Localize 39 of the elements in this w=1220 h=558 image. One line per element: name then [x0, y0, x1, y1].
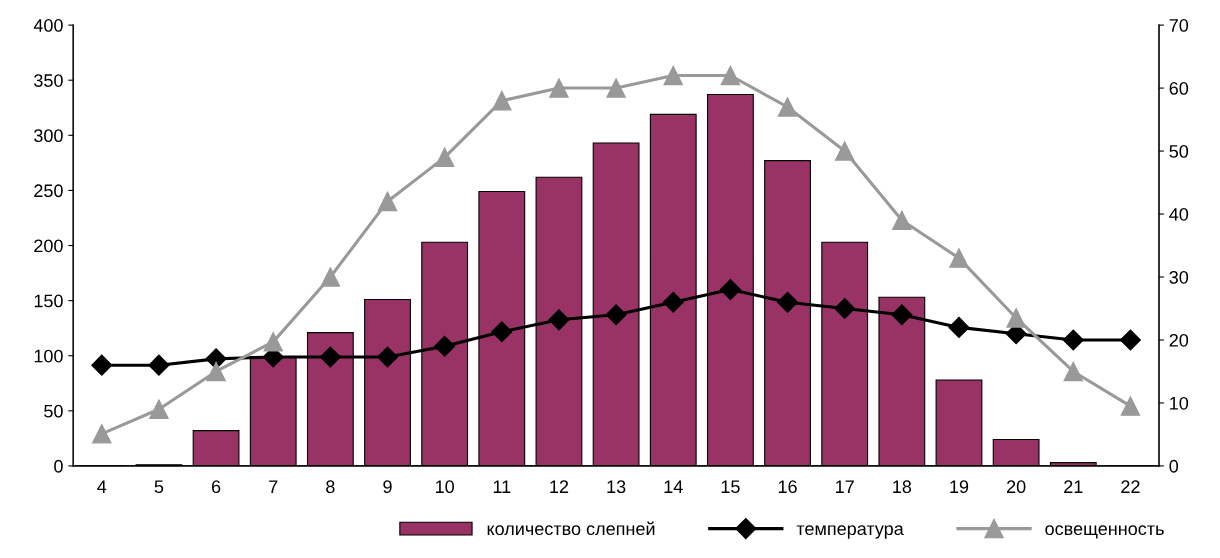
y2-tick-label: 50 — [1169, 144, 1189, 158]
x-tick-label: 18 — [893, 480, 912, 494]
y-tick-label: 300 — [34, 129, 63, 143]
x-tick-label: 5 — [154, 480, 164, 494]
y-tick-label: 250 — [34, 184, 63, 198]
y2-tick-label: 20 — [1169, 333, 1189, 347]
y2-tick-label: 70 — [1169, 19, 1189, 32]
y2-tick-label: 10 — [1170, 396, 1189, 410]
x-tick-label: 7 — [269, 480, 278, 493]
x-tick-label: 14 — [664, 480, 683, 493]
y-tick-label: 0 — [54, 459, 63, 473]
x-tick-label: 17 — [836, 480, 854, 493]
x-tick-label: 20 — [1007, 480, 1026, 494]
y2-tick-label: 0 — [1169, 459, 1179, 473]
y2-tick-label: 40 — [1169, 207, 1189, 221]
legend-label: количество слепней — [487, 521, 655, 536]
y-tick-label: 200 — [34, 239, 63, 253]
y-tick-label: 50 — [44, 404, 63, 418]
x-tick-label: 12 — [550, 480, 569, 493]
x-tick-label: 6 — [211, 480, 221, 494]
y-tick-label: 100 — [34, 349, 63, 363]
legend-label: температура — [796, 525, 904, 539]
x-tick-label: 11 — [493, 480, 511, 493]
y-tick-label: 400 — [33, 19, 63, 32]
y-tick-label: 350 — [34, 74, 63, 87]
x-tick-label: 9 — [383, 480, 392, 494]
y-tick-label: 150 — [34, 294, 63, 308]
y2-tick-label: 30 — [1169, 270, 1189, 284]
x-tick-label: 4 — [97, 480, 107, 493]
x-tick-label: 8 — [326, 480, 335, 494]
x-tick-label: 15 — [721, 480, 740, 494]
x-tick-label: 19 — [950, 480, 969, 494]
y2-tick-label: 60 — [1169, 82, 1189, 95]
x-tick-label: 13 — [607, 480, 626, 494]
legend-label: освещенность — [1045, 525, 1164, 539]
x-tick-label: 10 — [435, 480, 454, 494]
x-tick-label: 22 — [1121, 480, 1140, 493]
x-tick-label: 21 — [1064, 480, 1083, 493]
x-tick-label: 16 — [778, 480, 797, 494]
